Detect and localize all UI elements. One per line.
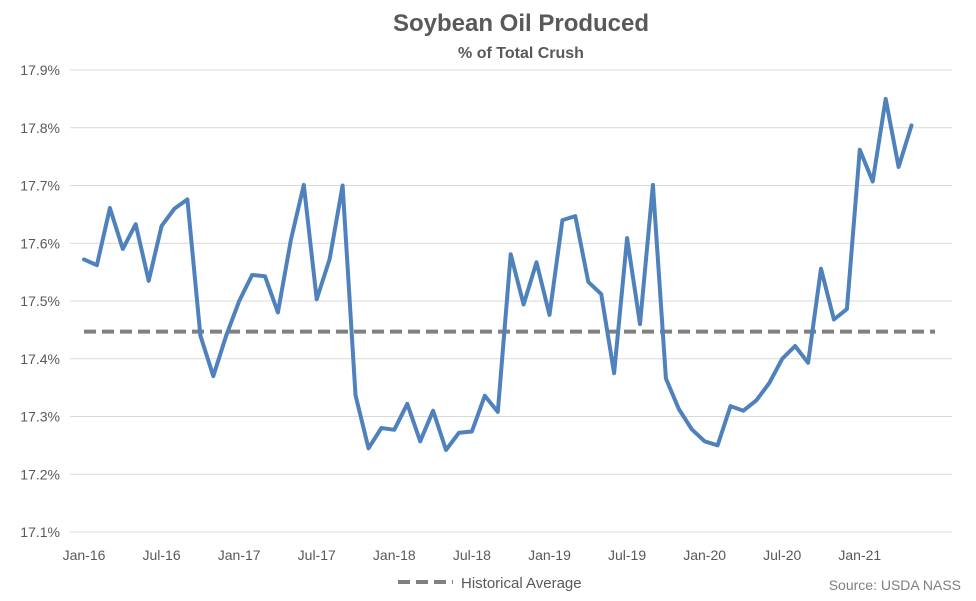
y-tick-label: 17.5% [20,293,60,309]
x-tick-label: Jan-18 [373,547,416,563]
x-tick-label: Jul-18 [453,547,491,563]
x-tick-label: Jan-21 [838,547,881,563]
x-tick-label: Jan-17 [218,547,261,563]
x-tick-label: Jul-19 [608,547,646,563]
legend-label-historical-average: Historical Average [461,575,582,592]
source-note: Source: USDA NASS [829,577,961,593]
x-tick-label: Jan-20 [683,547,726,563]
x-tick-label: Jan-19 [528,547,571,563]
y-tick-label: 17.2% [20,466,60,482]
y-tick-label: 17.7% [20,178,60,194]
series-layer [82,96,935,452]
y-tick-label: 17.4% [20,351,60,367]
x-axis-ticks: Jan-16 Jul-16 Jan-17 Jul-17 Jan-18 Jul-18 Jan-… [63,547,882,563]
chart-title: Soybean Oil Produced [393,10,649,37]
legend: Historical Average [398,575,582,592]
y-tick-label: 17.9% [20,62,60,78]
x-tick-label: Jul-16 [143,547,181,563]
gridlines [70,69,952,533]
x-tick-label: Jan-16 [63,547,106,563]
y-tick-label: 17.6% [20,235,60,251]
y-axis-ticks: 17.1% 17.2% 17.3% 17.4% 17.5% 17.6% 17.7% 17.8%… [20,62,60,540]
y-tick-label: 17.3% [20,409,60,425]
soybean-oil-series-line [82,96,914,452]
x-tick-label: Jul-17 [298,547,336,563]
y-tick-label: 17.8% [20,120,60,136]
chart-subtitle: % of Total Crush [458,45,584,62]
y-tick-label: 17.1% [20,524,60,540]
x-tick-label: Jul-20 [763,547,801,563]
